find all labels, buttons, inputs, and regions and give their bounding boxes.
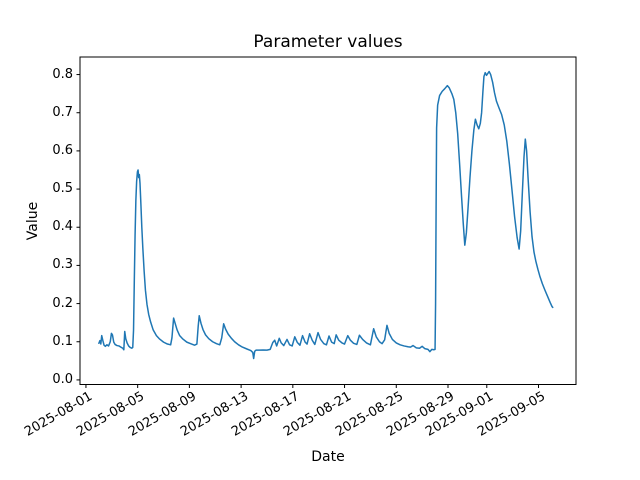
y-tick-label: 0.5 bbox=[52, 181, 73, 197]
y-axis-label: Value bbox=[25, 201, 41, 241]
x-axis-label: Date bbox=[311, 449, 345, 465]
y-tick-label: 0.7 bbox=[52, 104, 73, 120]
y-tick-label: 0.0 bbox=[52, 371, 73, 387]
y-tick-label: 0.1 bbox=[52, 333, 73, 349]
y-tick-label: 0.6 bbox=[52, 142, 73, 158]
series-line bbox=[98, 70, 554, 360]
chart-title: Parameter values bbox=[253, 32, 403, 52]
y-tick-label: 0.2 bbox=[52, 295, 73, 311]
axis-ticks bbox=[76, 74, 540, 388]
y-tick-label: 0.4 bbox=[52, 219, 73, 235]
axes-spines bbox=[79, 56, 577, 385]
y-tick-label: 0.3 bbox=[52, 257, 73, 273]
y-tick-label: 0.8 bbox=[52, 66, 73, 82]
